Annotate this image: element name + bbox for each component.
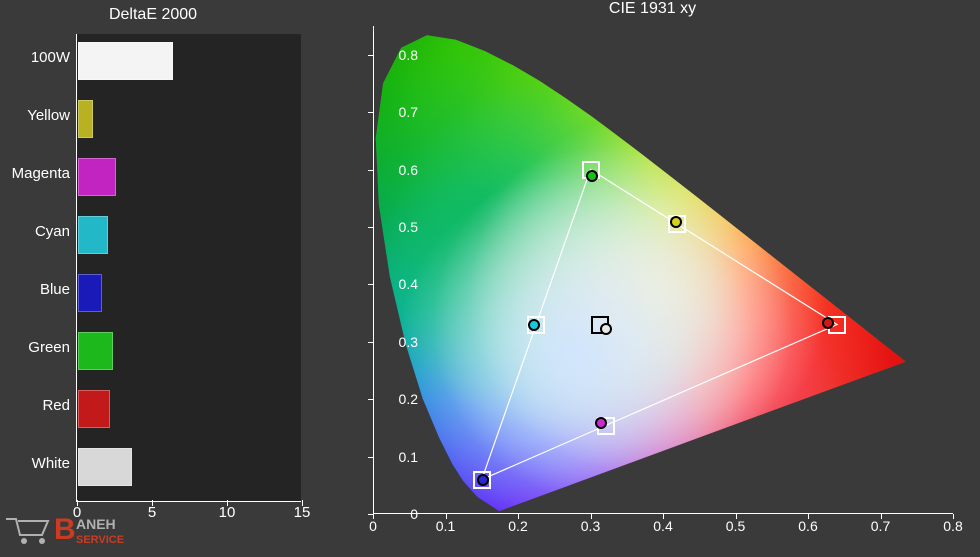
cie-ytick-mark	[368, 399, 373, 400]
cie-ytick-mark	[368, 227, 373, 228]
bar-xtick-label: 15	[294, 504, 311, 521]
measured-point-yellow	[670, 216, 682, 228]
measured-point-cyan	[528, 319, 540, 331]
bar-rect	[78, 100, 93, 138]
bar-label: Magenta	[12, 165, 70, 182]
cie-xtick-label: 0.5	[726, 518, 745, 534]
bar-rect	[78, 42, 173, 80]
bar-label: Yellow	[27, 107, 70, 124]
cie-ytick-label: 0.8	[399, 47, 418, 63]
bar-label: Green	[28, 339, 70, 356]
cie-ytick-mark	[368, 170, 373, 171]
bar-row: Blue	[77, 274, 302, 312]
deltae-bar-chart: DeltaE 2000 100W Yellow Magenta Cyan Blue Gre…	[0, 6, 306, 536]
cie-xtick-label: 0.3	[581, 518, 600, 534]
bar-row: 100W	[77, 42, 302, 80]
cie-xtick-label: 0.2	[508, 518, 527, 534]
cie-xtick-label: 0.7	[871, 518, 890, 534]
cie-xtick-label: 0.8	[943, 518, 962, 534]
bar-label: Cyan	[35, 223, 70, 240]
cie-ytick-label: 0.6	[399, 162, 418, 178]
chart-canvas: DeltaE 2000 100W Yellow Magenta Cyan Blue Gre…	[0, 0, 980, 557]
measured-point-green	[586, 170, 598, 182]
cie-ytick-label: 0.4	[399, 276, 418, 292]
cie-plot-area: 00.10.20.30.40.50.60.70.800.10.20.30.40.…	[373, 26, 953, 514]
cie-ytick-mark	[368, 112, 373, 113]
cie-ytick-mark	[368, 457, 373, 458]
cie-ytick-label: 0.1	[399, 449, 418, 465]
bar-rect	[78, 216, 108, 254]
measured-point-white	[600, 323, 612, 335]
bar-label: 100W	[31, 49, 70, 66]
cie-xtick-label: 0.6	[798, 518, 817, 534]
bar-rect	[78, 448, 132, 486]
bar-rect	[78, 390, 110, 428]
cie-ytick-mark	[368, 342, 373, 343]
bar-label: Blue	[40, 281, 70, 298]
bar-xtick-label: 10	[219, 504, 236, 521]
cie-ytick-label: 0	[410, 506, 418, 522]
bar-row: Cyan	[77, 216, 302, 254]
cie-ytick-label: 0.3	[399, 334, 418, 350]
measured-point-magenta	[595, 417, 607, 429]
bar-xtick-label: 0	[73, 504, 81, 521]
bar-rect	[78, 332, 113, 370]
bar-row: Magenta	[77, 158, 302, 196]
spectral-locus	[373, 26, 953, 514]
bar-row: Yellow	[77, 100, 302, 138]
bar-chart-title: DeltaE 2000	[0, 6, 306, 24]
bar-row: Red	[77, 390, 302, 428]
cie-ytick-label: 0.7	[399, 104, 418, 120]
bar-plot-area: 100WYellowMagentaCyanBlueGreenRedWhite05…	[76, 34, 301, 502]
bar-row: White	[77, 448, 302, 486]
cie-ytick-label: 0.2	[399, 391, 418, 407]
cie-ytick-mark	[368, 55, 373, 56]
bar-xtick-label: 5	[148, 504, 156, 521]
cie-chart-title: CIE 1931 xy	[325, 0, 980, 18]
cie-xtick-label: 0.4	[653, 518, 672, 534]
cie-xtick-label: 0.1	[436, 518, 455, 534]
cie-ytick-mark	[368, 284, 373, 285]
bar-rect	[78, 158, 116, 196]
cie-ytick-label: 0.5	[399, 219, 418, 235]
bar-label: White	[32, 455, 70, 472]
bar-rect	[78, 274, 102, 312]
cie-xtick-label: 0	[369, 518, 377, 534]
measured-point-blue	[477, 474, 489, 486]
bar-label: Red	[42, 397, 70, 414]
measured-point-red	[822, 317, 834, 329]
bar-row: Green	[77, 332, 302, 370]
cie-chart: CIE 1931 xy 0 0.1 0.2 0.3 0.4 0.5 0.6 0.7 0.8 0 0.…	[325, 0, 980, 557]
